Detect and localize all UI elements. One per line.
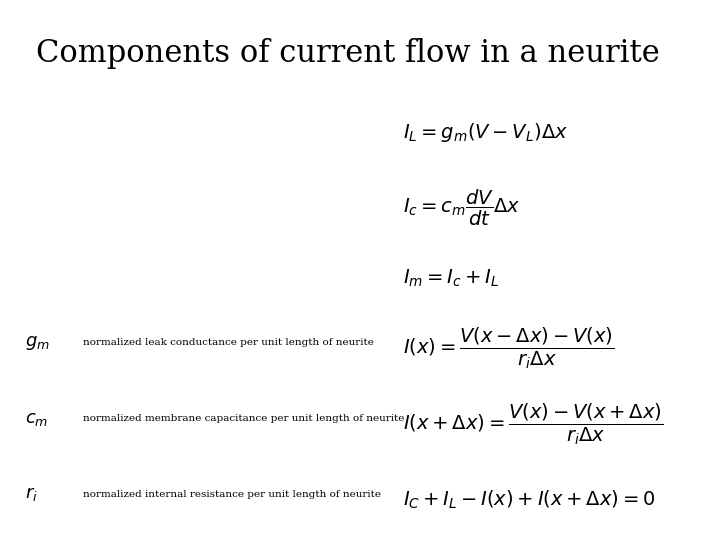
Text: $r_i$: $r_i$ (25, 485, 38, 503)
Text: Components of current flow in a neurite: Components of current flow in a neurite (36, 38, 660, 69)
Text: normalized membrane capacitance per unit length of neurite: normalized membrane capacitance per unit… (83, 414, 404, 423)
Text: $I_c = c_m \dfrac{dV}{dt} \Delta x$: $I_c = c_m \dfrac{dV}{dt} \Delta x$ (403, 188, 521, 228)
Text: $g_m$: $g_m$ (25, 334, 50, 352)
Text: normalized internal resistance per unit length of neurite: normalized internal resistance per unit … (83, 490, 381, 498)
Text: $I_m = I_c + I_L$: $I_m = I_c + I_L$ (403, 267, 499, 289)
Text: normalized leak conductance per unit length of neurite: normalized leak conductance per unit len… (83, 339, 374, 347)
Text: $I_L = g_m(V - V_L)\Delta x$: $I_L = g_m(V - V_L)\Delta x$ (403, 121, 568, 144)
Text: $I_C + I_L - I(x) + I(x+\Delta x) = 0$: $I_C + I_L - I(x) + I(x+\Delta x) = 0$ (403, 488, 655, 511)
Text: $I(x) = \dfrac{V(x-\Delta x)-V(x)}{r_i \Delta x}$: $I(x) = \dfrac{V(x-\Delta x)-V(x)}{r_i \… (403, 326, 615, 371)
Text: $I(x+\Delta x) = \dfrac{V(x)-V(x+\Delta x)}{r_i \Delta x}$: $I(x+\Delta x) = \dfrac{V(x)-V(x+\Delta … (403, 401, 663, 447)
Text: $c_m$: $c_m$ (25, 409, 48, 428)
